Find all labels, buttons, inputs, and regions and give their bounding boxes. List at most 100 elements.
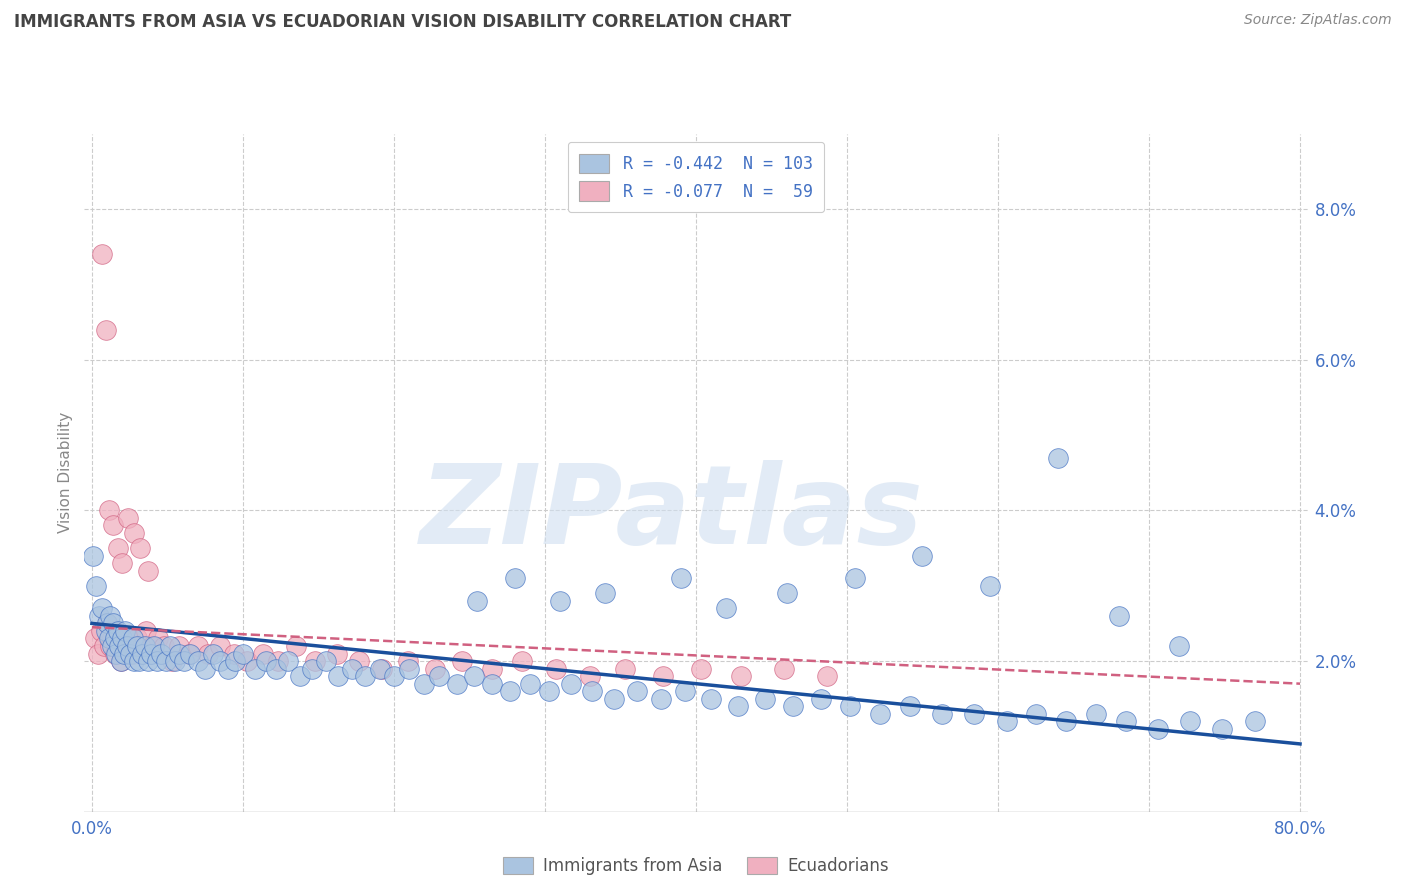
Point	[626, 684, 648, 698]
Point	[94, 323, 117, 337]
Point	[326, 669, 349, 683]
Point	[481, 662, 503, 676]
Point	[121, 647, 143, 661]
Point	[815, 669, 838, 683]
Point	[650, 691, 672, 706]
Point	[673, 684, 696, 698]
Point	[396, 654, 419, 668]
Point	[730, 669, 752, 683]
Point	[347, 654, 370, 668]
Point	[160, 654, 183, 668]
Point	[689, 662, 711, 676]
Point	[1147, 722, 1170, 736]
Point	[127, 632, 149, 646]
Point	[232, 647, 254, 661]
Point	[315, 654, 337, 668]
Point	[201, 647, 224, 661]
Point	[136, 654, 159, 668]
Point	[121, 632, 143, 646]
Point	[194, 662, 217, 676]
Point	[159, 639, 181, 653]
Point	[810, 691, 832, 706]
Point	[727, 699, 749, 714]
Point	[117, 511, 139, 525]
Point	[370, 662, 392, 676]
Point	[224, 654, 246, 668]
Point	[108, 639, 131, 653]
Point	[451, 654, 474, 668]
Point	[1085, 706, 1108, 721]
Point	[1243, 714, 1265, 729]
Point	[900, 699, 922, 714]
Point	[96, 616, 118, 631]
Point	[427, 669, 450, 683]
Point	[264, 662, 287, 676]
Point	[714, 601, 737, 615]
Legend: Immigrants from Asia, Ecuadorians: Immigrants from Asia, Ecuadorians	[496, 850, 896, 881]
Point	[118, 632, 141, 646]
Point	[98, 639, 121, 653]
Point	[595, 586, 617, 600]
Point	[603, 691, 626, 706]
Point	[146, 654, 169, 668]
Point	[252, 647, 274, 661]
Point	[187, 639, 209, 653]
Point	[236, 654, 259, 668]
Point	[217, 662, 239, 676]
Point	[209, 654, 232, 668]
Point	[775, 586, 797, 600]
Point	[499, 684, 522, 698]
Point	[141, 639, 163, 653]
Point	[911, 549, 934, 563]
Point	[304, 654, 326, 668]
Point	[179, 647, 201, 661]
Point	[869, 706, 891, 721]
Point	[1168, 639, 1191, 653]
Point	[110, 654, 132, 668]
Point	[111, 556, 134, 570]
Point	[136, 564, 159, 578]
Point	[1054, 714, 1077, 729]
Point	[98, 608, 121, 623]
Point	[107, 624, 129, 638]
Point	[290, 669, 312, 683]
Point	[398, 662, 420, 676]
Point	[101, 518, 124, 533]
Point	[782, 699, 804, 714]
Point	[139, 647, 162, 661]
Point	[110, 654, 132, 668]
Point	[325, 647, 347, 661]
Point	[581, 684, 603, 698]
Point	[127, 639, 149, 653]
Point	[169, 639, 191, 653]
Point	[128, 654, 150, 668]
Point	[177, 647, 200, 661]
Point	[142, 639, 165, 653]
Point	[91, 601, 114, 615]
Point	[84, 632, 107, 646]
Point	[89, 608, 111, 623]
Point	[135, 624, 157, 638]
Point	[481, 676, 503, 690]
Point	[254, 654, 277, 668]
Point	[463, 669, 485, 683]
Point	[839, 699, 862, 714]
Text: Source: ZipAtlas.com: Source: ZipAtlas.com	[1244, 13, 1392, 28]
Point	[1211, 722, 1233, 736]
Point	[96, 616, 118, 631]
Point	[614, 662, 637, 676]
Point	[187, 654, 209, 668]
Point	[354, 669, 377, 683]
Point	[105, 647, 128, 661]
Point	[108, 639, 131, 653]
Point	[131, 647, 153, 661]
Text: ZIPatlas: ZIPatlas	[419, 460, 924, 567]
Point	[82, 549, 104, 563]
Point	[101, 616, 124, 631]
Point	[1115, 714, 1137, 729]
Point	[651, 669, 673, 683]
Point	[105, 624, 128, 638]
Point	[382, 669, 405, 683]
Point	[115, 639, 138, 653]
Point	[103, 647, 125, 661]
